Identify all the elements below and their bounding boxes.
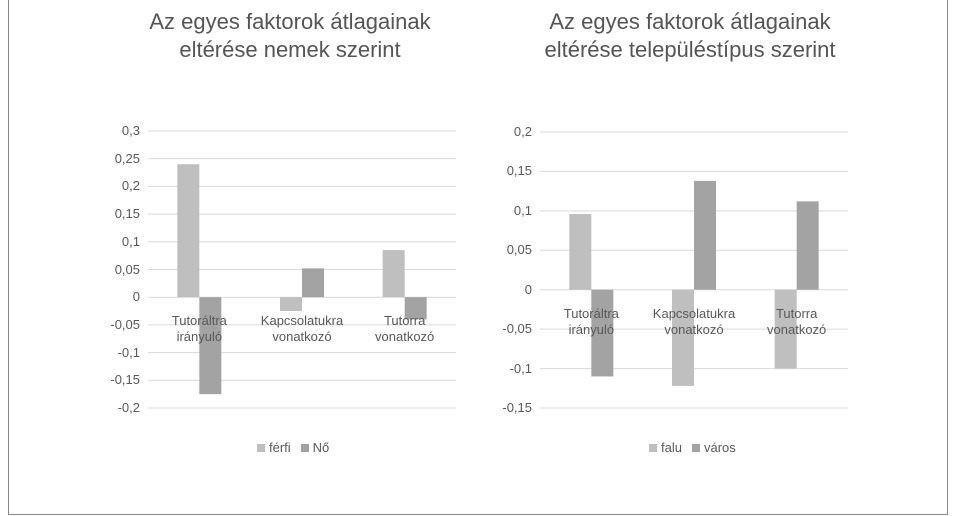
legend-item: város <box>691 440 736 456</box>
bar <box>694 180 716 290</box>
y-tick-label: 0 <box>132 289 140 305</box>
legend-label: falu <box>661 440 682 455</box>
legend: férfi Nő <box>257 440 329 456</box>
y-tick-label: 0,3 <box>121 123 140 138</box>
x-tick-label: Tutorra vonatkozó <box>375 313 435 345</box>
chart-title: Az egyes faktorok átlagainak eltérése te… <box>544 9 836 62</box>
bar <box>404 297 427 320</box>
y-tick-label: 0,05 <box>114 261 140 277</box>
bar <box>774 289 797 369</box>
y-tick-label: -0,15 <box>502 400 532 415</box>
y-tick-label: -0,05 <box>502 321 532 337</box>
frame <box>8 0 948 515</box>
x-tick-label: Tutoráltra irányuló <box>563 305 619 337</box>
y-tick-label: -0,2 <box>117 400 140 415</box>
legend-swatch <box>257 444 265 452</box>
legend-swatch <box>649 444 657 452</box>
bar <box>280 297 302 312</box>
legend-swatch <box>691 444 700 452</box>
y-tick-label: 0,15 <box>114 206 140 222</box>
legend-label: Nő <box>312 440 330 455</box>
bar <box>672 289 694 386</box>
y-tick-label: 0,1 <box>513 202 532 218</box>
legend-label: város <box>703 440 736 455</box>
x-tick-label: Tutorra vonatkozó <box>767 305 827 337</box>
chart-title: Az egyes faktorok átlagainak eltérése ne… <box>149 9 431 62</box>
y-tick-label: 0 <box>524 281 532 297</box>
y-tick-label: 0,15 <box>506 163 532 179</box>
y-tick-label: 0,05 <box>506 242 532 258</box>
y-tick-label: 0,1 <box>121 233 140 249</box>
legend-swatch <box>300 444 309 452</box>
legend-label: férfi <box>269 440 291 455</box>
y-tick-label: -0,1 <box>117 344 140 360</box>
x-tick-label: Kapcsolatukra vonatkozó <box>652 305 736 337</box>
bar <box>199 297 222 395</box>
y-tick-label: 0,2 <box>513 124 532 139</box>
y-tick-label: 0,25 <box>114 150 140 166</box>
y-tick-label: 0,2 <box>121 178 140 194</box>
legend: falu város <box>649 440 736 456</box>
legend-item: falu <box>649 440 682 456</box>
legend-item: férfi <box>257 440 291 456</box>
bar <box>796 201 819 290</box>
bar <box>177 164 200 298</box>
y-tick-label: -0,15 <box>110 372 140 388</box>
bar <box>591 289 614 377</box>
y-tick-label: -0,1 <box>509 360 532 376</box>
y-tick-label: -0,05 <box>110 316 140 332</box>
bar <box>382 250 405 298</box>
x-tick-label: Kapcsolatukra vonatkozó <box>260 313 344 345</box>
x-tick-label: Tutoráltra irányuló <box>171 313 227 345</box>
bar <box>569 214 592 290</box>
bar <box>302 268 324 298</box>
legend-item: Nő <box>300 440 330 456</box>
